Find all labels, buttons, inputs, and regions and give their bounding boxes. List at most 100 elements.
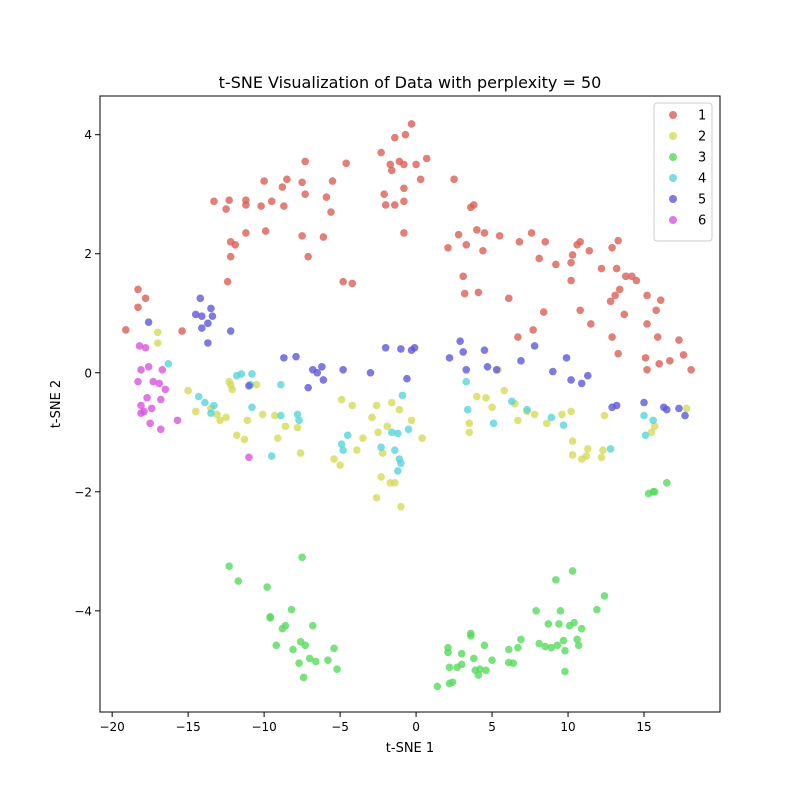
data-point [242, 201, 250, 209]
data-point [330, 644, 338, 653]
data-point [210, 401, 218, 410]
data-point [391, 201, 399, 209]
data-point [252, 380, 261, 389]
data-point [287, 605, 296, 614]
data-point [474, 288, 483, 297]
data-point [597, 453, 606, 462]
data-point [222, 413, 230, 422]
data-point [568, 451, 577, 459]
legend-label: 1 [698, 109, 706, 124]
legend-item: 6 [669, 214, 706, 229]
data-point [380, 190, 388, 199]
data-point [164, 360, 173, 368]
data-point [237, 370, 246, 378]
data-point [225, 196, 233, 204]
data-point [149, 377, 157, 386]
data-point [412, 160, 420, 169]
data-point [445, 354, 454, 362]
legend-label: 6 [698, 214, 706, 229]
data-point [400, 160, 408, 169]
data-point [207, 409, 215, 418]
data-point [299, 673, 308, 682]
data-point [156, 425, 165, 434]
data-point [640, 398, 648, 407]
data-point [547, 413, 556, 422]
data-point [620, 310, 629, 319]
data-point [567, 376, 575, 384]
data-point [391, 446, 399, 454]
data-point [144, 363, 153, 371]
data-point [568, 437, 577, 445]
data-point [444, 243, 452, 252]
data-point [470, 201, 478, 209]
x-tick-label: 5 [488, 720, 496, 734]
data-point [517, 357, 525, 365]
data-point [643, 291, 651, 300]
data-point [407, 120, 416, 128]
data-point [248, 370, 256, 378]
data-point [568, 567, 577, 575]
data-point [318, 363, 326, 371]
data-point [304, 252, 312, 261]
data-point [444, 643, 452, 652]
data-point [391, 133, 399, 142]
data-point [682, 404, 691, 413]
data-point [324, 656, 332, 665]
data-point [141, 343, 150, 352]
data-point [330, 455, 338, 463]
data-point [135, 342, 144, 350]
data-point [386, 160, 395, 169]
data-point [675, 404, 683, 413]
data-point [337, 395, 346, 404]
data-point [492, 365, 501, 374]
data-point [643, 320, 651, 328]
data-point [327, 208, 335, 216]
x-tick-label: −20 [99, 720, 124, 734]
data-point [305, 654, 314, 663]
data-point [450, 175, 458, 184]
data-point [336, 461, 344, 469]
data-point [482, 393, 490, 402]
data-point [348, 279, 357, 288]
data-point [433, 682, 442, 691]
data-point [612, 401, 621, 410]
data-point [322, 193, 331, 201]
data-point [301, 190, 309, 199]
data-point [366, 368, 375, 377]
data-point [277, 411, 285, 420]
data-point [570, 618, 578, 627]
data-point [488, 656, 496, 665]
data-point [156, 395, 165, 404]
data-point [137, 401, 145, 410]
data-point [480, 229, 489, 237]
data-point [656, 296, 665, 304]
data-point [293, 410, 302, 419]
data-point [201, 398, 209, 407]
data-point [134, 377, 142, 386]
data-point [137, 365, 145, 374]
data-point [576, 238, 584, 246]
data-point [204, 319, 212, 328]
data-point [368, 413, 376, 422]
data-point [583, 371, 592, 380]
y-tick-label: 0 [84, 366, 92, 380]
legend-label: 5 [698, 193, 706, 208]
data-point [650, 487, 659, 496]
data-point [416, 175, 425, 184]
data-point [301, 157, 309, 166]
data-point [615, 285, 624, 294]
data-point [679, 351, 688, 359]
data-point [574, 641, 583, 650]
data-point [473, 392, 481, 401]
data-point [383, 422, 392, 431]
data-point [191, 407, 200, 416]
data-point [462, 365, 471, 374]
y-tick-label: 4 [84, 128, 92, 142]
data-point [141, 294, 150, 303]
data-point [559, 636, 568, 645]
legend-item: 5 [669, 193, 706, 208]
data-point [649, 416, 657, 425]
legend-item: 2 [669, 130, 706, 145]
data-point [261, 227, 270, 235]
data-point [228, 385, 237, 394]
